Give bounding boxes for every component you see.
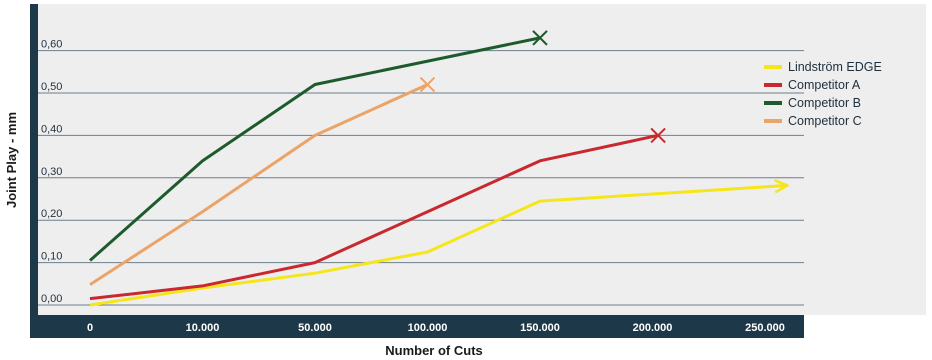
series-line	[89, 83, 429, 286]
x-tick-label: 200.000	[633, 322, 673, 334]
x-axis-bar	[30, 315, 804, 338]
x-tick-label: 150.000	[520, 322, 560, 334]
y-axis-bar	[30, 4, 38, 338]
legend-item: Competitor B	[764, 96, 861, 110]
y-tick-label: 0,00	[41, 293, 62, 305]
y-tick-label: 0,50	[41, 81, 62, 93]
end-x-marker	[532, 30, 548, 46]
legend-item: Competitor C	[764, 114, 862, 128]
legend-label: Competitor A	[788, 78, 861, 92]
gridlines	[38, 50, 804, 306]
x-axis-title: Number of Cuts	[385, 343, 483, 358]
y-tick-labels: 0,00 0,10 0,20 0,30 0,40 0,50 0,60	[41, 39, 62, 305]
series-line	[89, 133, 659, 301]
series-lines	[89, 30, 789, 307]
plot-background	[30, 4, 926, 315]
legend-label: Lindström EDGE	[788, 60, 882, 74]
legend-label: Competitor B	[788, 96, 861, 110]
y-tick-label: 0,40	[41, 123, 62, 135]
series-competitor-c	[89, 76, 436, 286]
end-arrow-marker	[774, 178, 789, 194]
series-competitor-a	[89, 127, 666, 301]
legend: Lindström EDGE Competitor A Competitor B Co…	[764, 60, 882, 128]
series-line	[89, 36, 541, 262]
legend-item: Competitor A	[764, 78, 861, 92]
y-tick-label: 0,20	[41, 208, 62, 220]
y-tick-label: 0,10	[41, 251, 62, 263]
x-tick-label: 0	[87, 322, 93, 334]
x-tick-labels: 0 10.000 50.000 100.000 150.000 200.000 250.00…	[87, 322, 785, 334]
end-x-marker	[419, 76, 436, 93]
x-tick-label: 10.000	[186, 322, 220, 334]
x-tick-label: 50.000	[298, 322, 332, 334]
y-axis-title: Joint Play - mm	[4, 112, 19, 208]
series-competitor-b	[89, 30, 548, 262]
end-x-marker	[650, 127, 666, 144]
series-line	[89, 183, 788, 307]
legend-item: Lindström EDGE	[764, 60, 882, 74]
y-tick-label: 0,60	[41, 39, 62, 51]
legend-label: Competitor C	[788, 114, 862, 128]
x-tick-label: 250.000	[745, 322, 785, 334]
x-tick-label: 100.000	[408, 322, 448, 334]
series-lindstr-m-edge	[89, 178, 789, 307]
y-tick-label: 0,30	[41, 166, 62, 178]
